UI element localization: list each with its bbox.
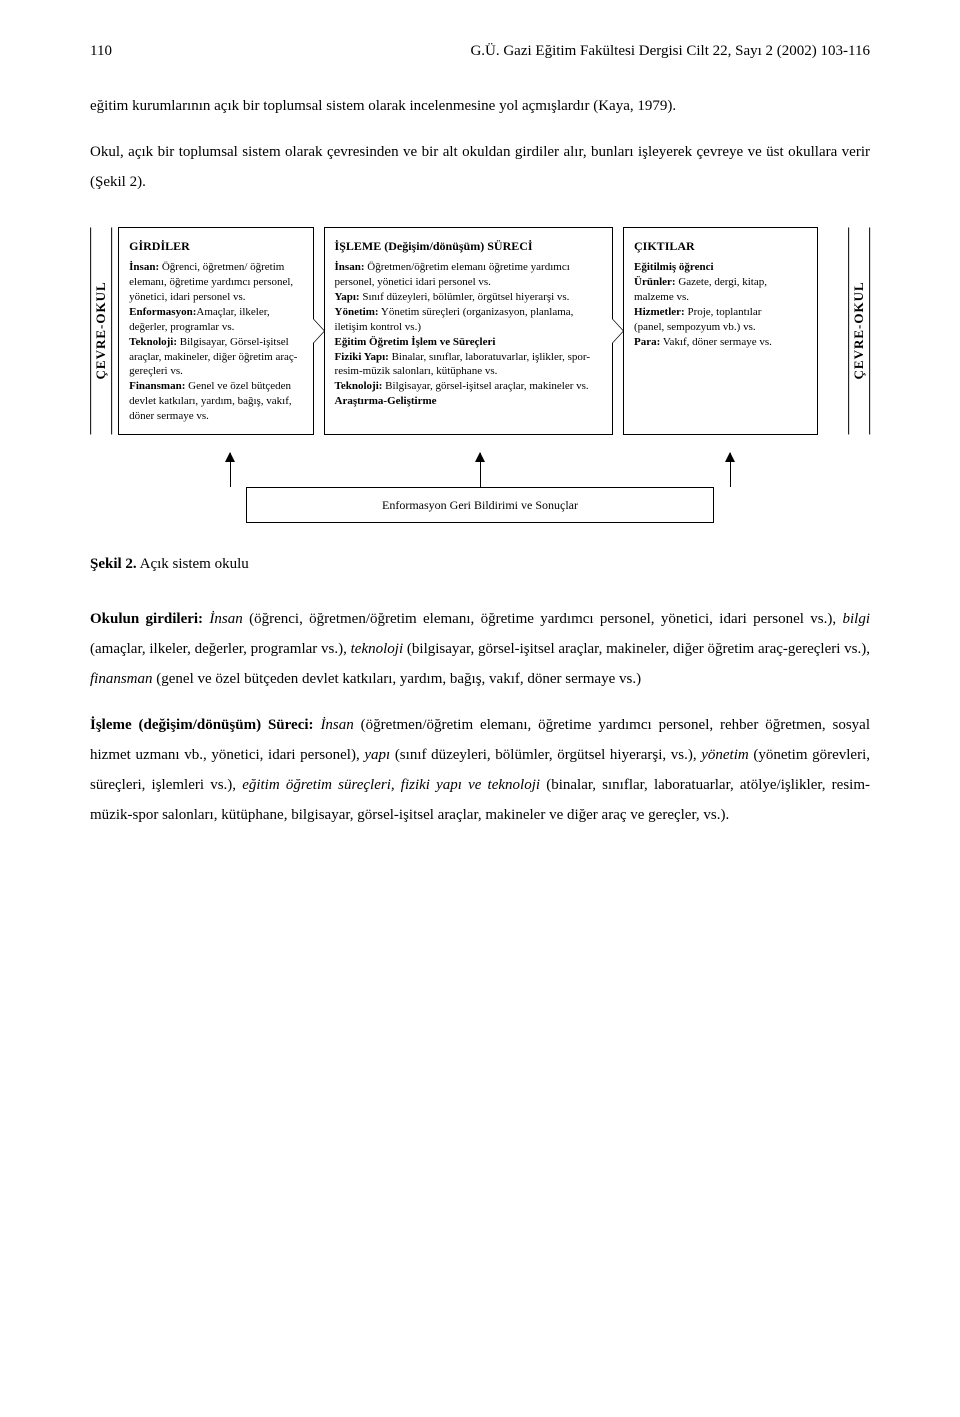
outputs-content: Eğitilmiş öğrenciÜrünler: Gazete, dergi,… <box>634 260 807 349</box>
feedback-arrow-icon <box>230 453 231 487</box>
process-title: İŞLEME (Değişim/dönüşüm) SÜRECİ <box>335 238 602 254</box>
intro-paragraph-2: Okul, açık bir toplumsal sistem olarak ç… <box>90 137 870 197</box>
system-diagram: ÇEVRE-OKUL GİRDİLER İnsan: Öğrenci, öğre… <box>90 227 870 434</box>
figure-caption: Şekil 2. Açık sistem okulu <box>90 553 870 576</box>
body-paragraph-2: İşleme (değişim/dönüşüm) Süreci: İnsan (… <box>90 710 870 830</box>
process-content: İnsan: Öğretmen/öğretim elemanı öğretime… <box>335 260 602 408</box>
journal-reference: G.Ü. Gazi Eğitim Fakültesi Dergisi Cilt … <box>470 40 870 63</box>
inputs-box: GİRDİLER İnsan: Öğrenci, öğretmen/ öğret… <box>118 227 313 434</box>
page-number: 110 <box>90 40 112 63</box>
env-label-right: ÇEVRE-OKUL <box>848 227 870 434</box>
diagram-boxes: GİRDİLER İnsan: Öğrenci, öğretmen/ öğret… <box>118 227 842 434</box>
running-header: 110 G.Ü. Gazi Eğitim Fakültesi Dergisi C… <box>90 40 870 63</box>
caption-text: Açık sistem okulu <box>137 556 249 572</box>
feedback-arrow-icon <box>480 453 481 487</box>
body-paragraph-1: Okulun girdileri: İnsan (öğrenci, öğretm… <box>90 604 870 694</box>
feedback-area: Enformasyon Geri Bildirimi ve Sonuçlar <box>90 453 870 543</box>
intro-paragraph-1: eğitim kurumlarının açık bir toplumsal s… <box>90 91 870 121</box>
env-label-left: ÇEVRE-OKUL <box>90 227 112 434</box>
outputs-box: ÇIKTILAR Eğitilmiş öğrenciÜrünler: Gazet… <box>623 227 818 434</box>
inputs-title: GİRDİLER <box>129 238 302 254</box>
feedback-arrow-icon <box>730 453 731 487</box>
feedback-box: Enformasyon Geri Bildirimi ve Sonuçlar <box>246 487 714 524</box>
inputs-content: İnsan: Öğrenci, öğretmen/ öğretim eleman… <box>129 260 302 423</box>
caption-label: Şekil 2. <box>90 556 137 572</box>
outputs-title: ÇIKTILAR <box>634 238 807 254</box>
process-box: İŞLEME (Değişim/dönüşüm) SÜRECİ İnsan: Ö… <box>324 227 613 434</box>
